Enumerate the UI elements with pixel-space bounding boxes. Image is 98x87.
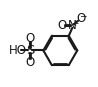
Text: O: O (57, 19, 66, 32)
Text: O: O (25, 32, 34, 45)
Text: +: + (71, 19, 78, 28)
Text: HO: HO (9, 44, 27, 57)
Text: N: N (68, 19, 77, 32)
Text: −: − (79, 11, 87, 20)
Text: O: O (25, 56, 34, 69)
Text: S: S (26, 44, 34, 57)
Text: O: O (76, 12, 85, 25)
